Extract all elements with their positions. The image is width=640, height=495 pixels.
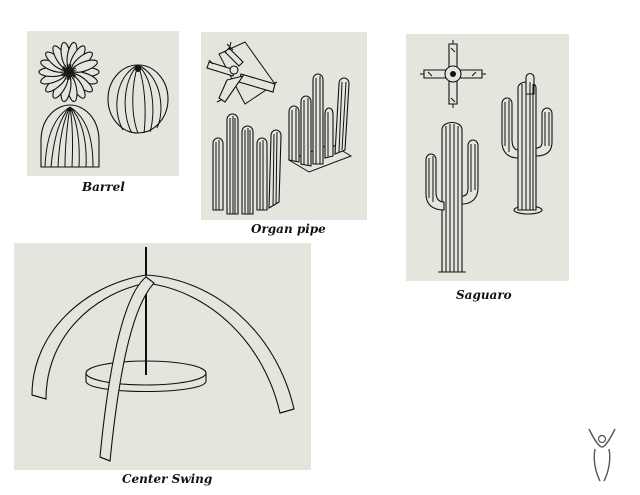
saguaro-short [501,72,553,215]
barrel-cactus-drawing [38,41,169,168]
barrel-panel [27,31,179,176]
barrel-flower-top-view [38,41,100,103]
saguaro-tall [425,121,479,273]
saguaro-caption: Saguaro [456,288,512,302]
organ-pipe-panel [201,32,367,220]
barrel-cactus-side-right [107,64,169,134]
saguaro-cactus-drawing [420,40,553,273]
organ-pipe-cactus-drawing [206,41,353,215]
organ-pipe-cluster-right [287,73,353,173]
human-figure-logo-icon [588,428,616,482]
flower-center-ray [68,69,77,73]
center-swing-drawing [31,247,295,462]
organ-pipe-top-view [206,41,278,105]
barrel-cactus-side-left [40,104,100,168]
barrel-caption: Barrel [82,180,125,194]
center-swing-panel [14,243,311,470]
saguaro-panel [406,34,569,281]
organ-pipe-caption: Organ pipe [251,222,326,236]
swing-arches [31,274,295,462]
saguaro-top-view [420,40,486,108]
center-swing-caption: Center Swing [122,472,213,486]
organ-pipe-cluster-left [212,113,282,215]
